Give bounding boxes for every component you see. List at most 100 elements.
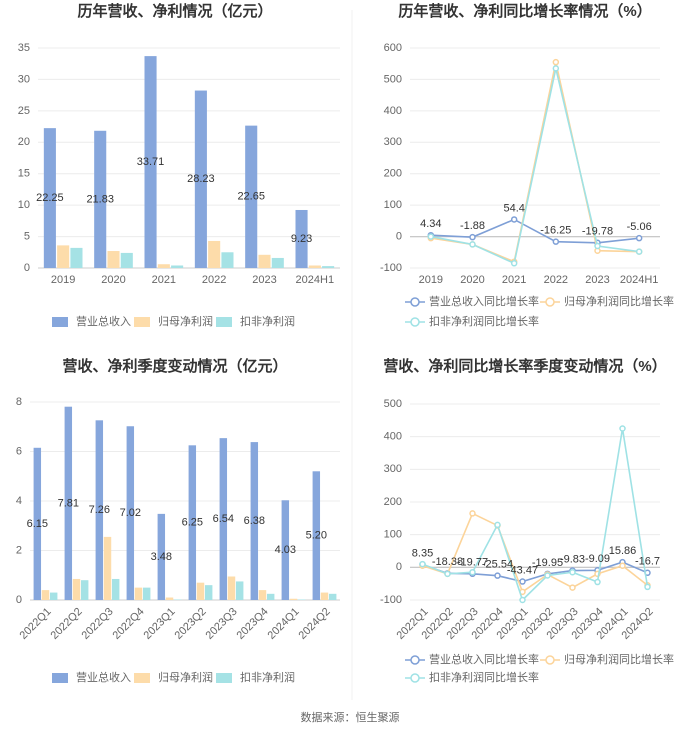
y-tick-label: 0 [396,230,402,242]
point [595,244,600,249]
bar [158,264,170,268]
value-label: 7.26 [89,504,110,516]
y-tick-label: 500 [384,73,402,85]
point [495,573,500,578]
x-tick-label: 2023 [585,274,609,286]
value-label: 3.48 [151,551,172,563]
x-tick-label: 2019 [419,274,443,286]
point [520,598,525,603]
bar [258,255,270,268]
chart-title: 历年营收、净利情况（亿元） [77,2,272,20]
source-note: 数据来源：恒生聚源 [301,710,400,724]
x-tick-label: 2021 [502,274,526,286]
x-tick-label: 2023Q4 [235,606,271,642]
legend-swatch [52,317,68,327]
x-tick-label: 2022Q2 [49,606,85,642]
value-label: 33.71 [137,156,165,168]
value-label: -9.09 [585,553,610,565]
x-tick-label: 2022Q1 [18,606,54,642]
point [595,580,600,585]
y-tick-label: 30 [18,73,30,85]
bar [121,253,133,268]
point [470,235,475,240]
value-label: -19.95 [532,557,563,569]
y-tick-label: 0 [396,561,402,573]
legend-marker [546,656,554,664]
bar [228,576,235,600]
y-tick-label: 4 [16,495,22,507]
legend-label: 扣非净利润 [240,670,295,684]
point [428,234,433,239]
bar [259,590,266,600]
bar [81,580,88,600]
point [495,522,500,527]
x-tick-label: 2022 [202,274,226,286]
value-label: 54.4 [503,202,524,214]
chart-title: 营收、净利同比增长率季度变动情况（%） [383,357,666,375]
x-tick-label: 2020 [460,274,484,286]
bar [205,585,212,600]
bar [143,588,150,600]
point [512,261,517,266]
legend-label: 营业总收入 [76,314,131,328]
x-tick-label: 2024H1 [296,274,335,286]
legend-swatch [134,673,150,683]
y-tick-label: -100 [380,594,402,606]
y-tick-label: 600 [384,42,402,54]
value-label: 6.38 [244,515,265,527]
legend-label: 归母净利润 [158,670,213,684]
bar [267,594,274,600]
x-tick-label: 2023Q1 [142,606,178,642]
legend-marker [411,298,419,306]
x-tick-label: 2023 [252,274,276,286]
y-tick-label: 200 [384,168,402,180]
y-tick-label: 200 [384,496,402,508]
y-tick-label: 500 [384,398,402,410]
value-label: 4.34 [420,218,441,230]
bar [166,598,173,600]
legend-swatch [134,317,150,327]
bar [322,266,334,268]
x-tick-label: 2021 [152,274,176,286]
point [445,571,450,576]
value-label: -9.83 [560,553,585,565]
bar [236,581,243,600]
value-label: 9.23 [291,233,312,245]
legend-label: 归母净利润 [158,314,213,328]
bar [221,252,233,268]
y-tick-label: 35 [18,42,30,54]
y-tick-label: 5 [24,230,30,242]
legend-marker [411,318,419,326]
y-tick-label: 10 [18,199,30,211]
bar [73,579,80,600]
chart-title: 营收、净利季度变动情况（亿元） [62,357,287,375]
bar [171,265,183,268]
y-tick-label: -100 [380,262,402,274]
y-tick-label: 300 [384,136,402,148]
point [570,570,575,575]
bar [208,241,220,268]
point [570,585,575,590]
y-tick-label: 2 [16,544,22,556]
point [512,217,517,222]
x-tick-label: 2020 [101,274,125,286]
y-tick-label: 20 [18,136,30,148]
legend-marker [411,656,419,664]
bar [104,537,111,600]
y-tick-label: 6 [16,445,22,457]
point [545,573,550,578]
y-tick-label: 0 [16,594,22,606]
value-label: -16.7 [635,556,660,568]
bar [272,258,284,268]
value-label: 6.25 [182,517,203,529]
value-label: 8.35 [412,548,433,560]
x-tick-label: 2024Q1 [266,606,302,642]
x-tick-label: 2024Q2 [297,606,333,642]
x-tick-label: 2019 [51,274,75,286]
point [553,239,558,244]
value-label: -19.78 [582,226,613,238]
legend-label: 归母净利润同比增长率 [564,652,674,666]
value-label: 6.15 [27,518,48,530]
point [470,242,475,247]
x-tick-label: 2023Q2 [173,606,209,642]
